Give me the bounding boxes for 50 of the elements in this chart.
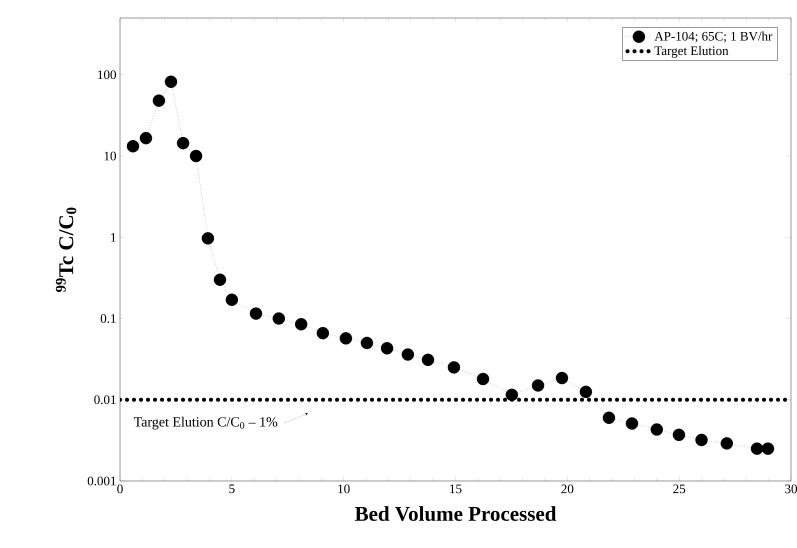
point xyxy=(695,434,708,446)
point xyxy=(250,307,262,320)
y-tick-label: 10 xyxy=(104,152,116,160)
point xyxy=(402,348,414,361)
point xyxy=(272,312,286,325)
y-tick-label: 100 xyxy=(98,70,116,80)
point xyxy=(126,140,140,152)
point xyxy=(626,417,638,430)
legend-label: AP-104; 65C; 1 BV/hr xyxy=(654,31,772,42)
point xyxy=(476,372,490,386)
x-tick-label: 10 xyxy=(338,484,350,494)
x-tick-label: 30 xyxy=(785,484,797,494)
point xyxy=(422,354,434,366)
point xyxy=(164,76,178,88)
point xyxy=(532,379,544,392)
point xyxy=(226,294,238,306)
point xyxy=(672,428,686,442)
y-tick-label: 1 xyxy=(111,232,116,242)
point xyxy=(294,318,308,330)
point xyxy=(448,361,460,374)
x-axis-title: Bed Volume Processed xyxy=(354,506,556,522)
y-axis-title: $^{99}$Tc C/C$_{0}$ xyxy=(56,208,76,292)
point xyxy=(202,232,214,245)
point xyxy=(340,332,352,345)
point xyxy=(650,423,664,436)
point xyxy=(152,94,166,107)
point xyxy=(380,342,394,354)
y-tick-label: 0.001 xyxy=(88,476,116,486)
x-tick-label: 5 xyxy=(229,484,235,494)
x-tick-label: 25 xyxy=(673,484,686,494)
point xyxy=(214,274,226,286)
y-tick-label: 0.01 xyxy=(94,395,116,404)
x-tick-label: 20 xyxy=(561,484,574,494)
point xyxy=(360,336,374,350)
point xyxy=(750,442,764,455)
annotation: Target Elution C/C$_{0}$ – 1% xyxy=(134,416,278,430)
y-tick-label: 0.1 xyxy=(100,314,116,323)
x-tick-label: 15 xyxy=(450,484,462,494)
point xyxy=(316,326,330,340)
point xyxy=(762,442,774,455)
point xyxy=(176,136,190,150)
point xyxy=(190,150,202,162)
point xyxy=(602,412,616,424)
point xyxy=(140,132,152,144)
point xyxy=(720,437,734,450)
point xyxy=(506,388,518,402)
x-tick-label: 0 xyxy=(117,484,123,494)
point xyxy=(556,372,568,384)
legend-label: Target Elution xyxy=(654,46,728,58)
point xyxy=(580,386,592,398)
